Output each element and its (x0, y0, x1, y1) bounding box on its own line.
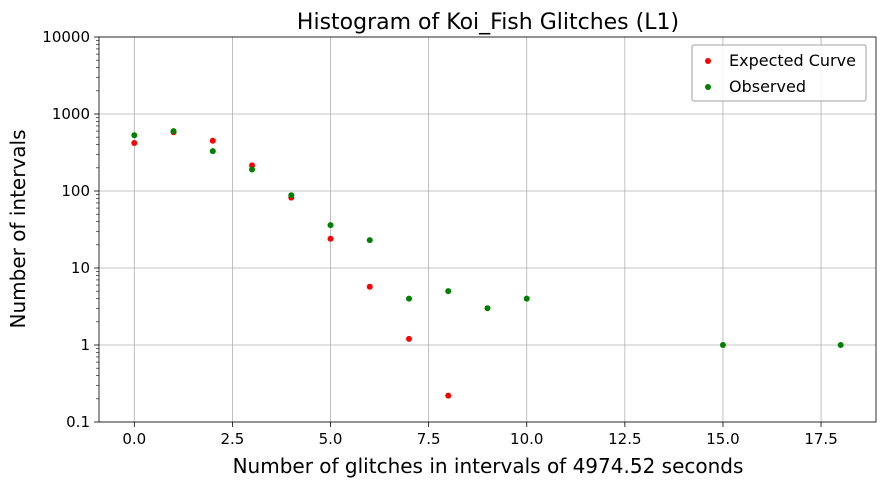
legend: Expected Curve Observed (691, 44, 867, 102)
data-point-observed (406, 295, 413, 302)
x-tick-label: 15.0 (706, 430, 739, 448)
plot-frame (98, 36, 877, 423)
data-point-observed (837, 342, 844, 348)
x-tick-label: 5.0 (319, 430, 343, 448)
y-tick-label: 10 (71, 259, 90, 277)
x-tick-label: 17.5 (804, 430, 837, 448)
data-point-observed (209, 148, 216, 155)
data-point-expected-curve (209, 137, 216, 144)
data-point-expected-curve (131, 140, 138, 147)
data-point-observed (288, 192, 295, 199)
y-tick-label: 1 (80, 336, 90, 354)
data-point-expected-curve (249, 162, 256, 169)
data-point-observed (131, 132, 138, 139)
data-point-observed (249, 166, 256, 173)
legend-label-observed: Observed (729, 77, 806, 96)
data-point-observed (484, 305, 491, 312)
x-tick-label: 2.5 (220, 430, 244, 448)
data-point-expected-curve (406, 335, 413, 342)
y-axis-label: Number of intervals (6, 129, 30, 328)
data-point-expected-curve (445, 392, 452, 399)
points-layer (131, 128, 844, 399)
y-tick-label: 1000 (52, 105, 90, 123)
data-point-observed (719, 342, 726, 348)
y-tick-label: 0.1 (66, 413, 90, 431)
x-tick-label: 10.0 (510, 430, 543, 448)
data-point-expected-curve (327, 235, 334, 242)
data-point-expected-curve (366, 283, 373, 290)
y-tick-label: 10000 (42, 28, 90, 46)
legend-label-expected: Expected Curve (729, 51, 856, 70)
x-tick-label: 12.5 (608, 430, 641, 448)
x-tick-label: 0.0 (122, 430, 146, 448)
data-point-observed (327, 222, 334, 229)
data-point-observed (445, 288, 452, 295)
legend-box (691, 44, 867, 102)
x-axis-label: Number of glitches in intervals of 4974.… (233, 454, 744, 478)
data-point-observed (523, 295, 530, 302)
data-point-observed (366, 237, 373, 244)
x-tick-label: 7.5 (417, 430, 441, 448)
chart-title: Histogram of Koi_Fish Glitches (L1) (297, 10, 679, 35)
legend-marker-observed (705, 84, 711, 90)
legend-marker-expected (705, 58, 711, 64)
y-tick-label: 100 (61, 182, 90, 200)
data-point-observed (170, 128, 177, 135)
ticks-layer: 0.0 2.5 5.0 7.5 10.0 12.5 15.0 17.5 0.1 1 10 100 100… (42, 28, 837, 448)
